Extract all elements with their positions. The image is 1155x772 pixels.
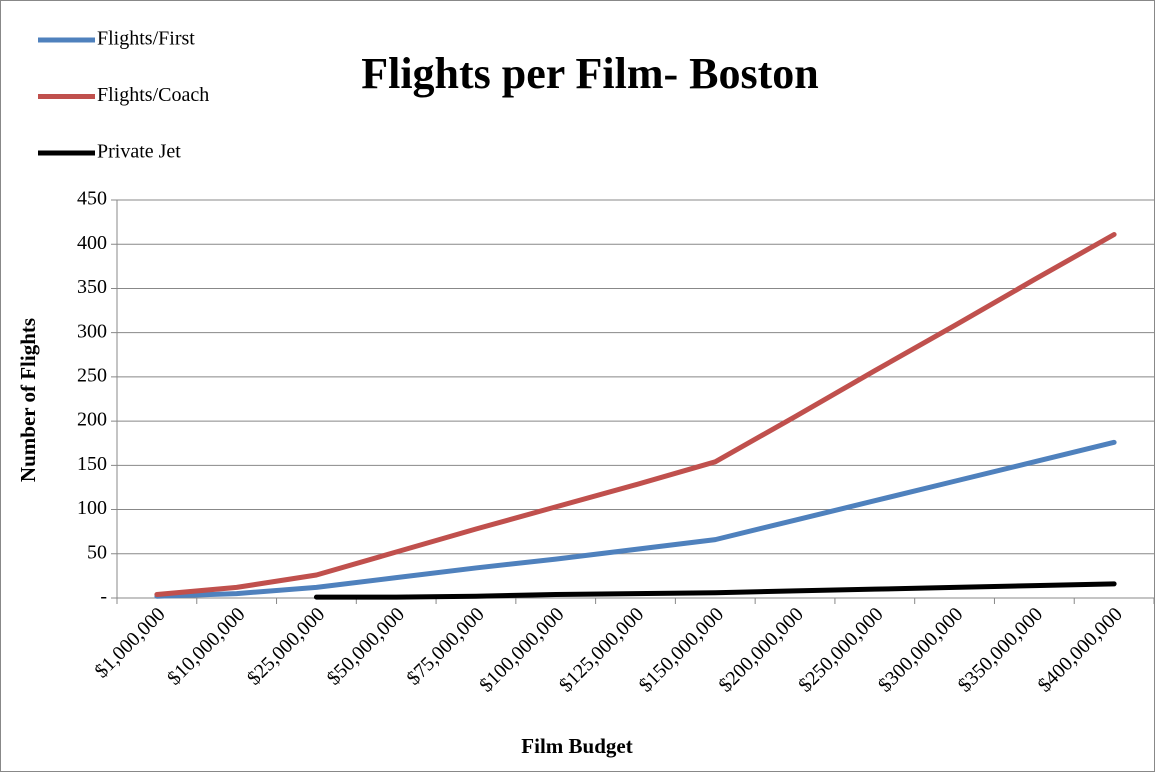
chart-title: Flights per Film- Boston (361, 49, 819, 98)
y-tick-label: 150 (77, 453, 107, 475)
y-axis-title: Number of Flights (16, 318, 40, 482)
y-tick-label: 450 (77, 188, 107, 210)
series-line (313, 581, 1117, 600)
legend-label: Flights/Coach (97, 84, 209, 106)
y-tick-label: 250 (77, 364, 107, 386)
legend-label: Flights/First (97, 28, 195, 50)
y-tick-label: 350 (77, 276, 107, 298)
y-tick-label: 300 (77, 320, 107, 342)
y-tick-label: 100 (77, 497, 107, 519)
y-tick-label: - (100, 586, 107, 608)
y-tick-label: 50 (87, 541, 107, 563)
series-line (154, 439, 1117, 599)
legend-label: Private Jet (97, 141, 181, 163)
y-tick-label: 400 (77, 232, 107, 254)
x-axis-title: Film Budget (521, 734, 632, 758)
y-tick-label: 200 (77, 409, 107, 431)
series-line (154, 231, 1117, 597)
